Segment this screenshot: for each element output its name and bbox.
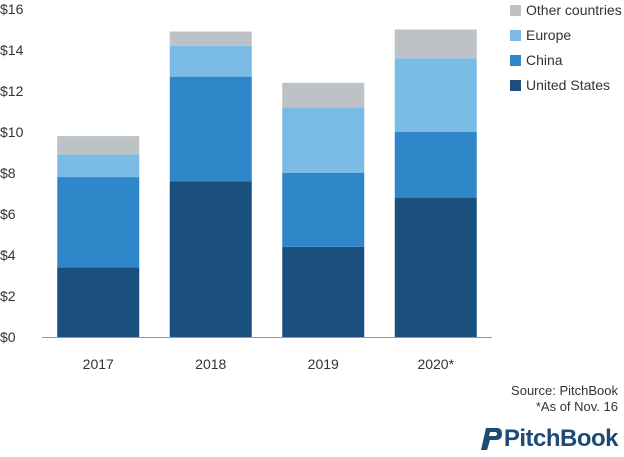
bar-segment-europe — [394, 58, 477, 133]
x-tick-label: 2020* — [417, 356, 454, 372]
pitchbook-logo-icon — [480, 428, 502, 450]
bar-segment-europe — [282, 107, 365, 173]
y-axis: $0 $2 $4 $6 $8 $10 $12 $14 $16 — [0, 1, 24, 345]
bar-segment-united-states — [169, 181, 252, 337]
legend: Other countries Europe China United States — [510, 2, 622, 93]
bar-segment-other-countries — [282, 82, 365, 108]
legend-label: China — [526, 52, 563, 68]
y-tick-label: $14 — [0, 42, 24, 58]
y-tick-label: $6 — [0, 206, 16, 222]
logo-text: PitchBook — [503, 425, 619, 452]
y-tick-label: $16 — [0, 1, 24, 17]
y-tick-label: $4 — [0, 247, 16, 263]
legend-label: Europe — [526, 27, 571, 43]
x-tick-label: 2018 — [195, 356, 226, 372]
bar-segment-united-states — [394, 197, 477, 337]
y-tick-label: $0 — [0, 329, 16, 345]
source-note: Source: PitchBook *As of Nov. 16 — [511, 383, 618, 415]
y-tick-label: $2 — [0, 288, 16, 304]
footnote-text: *As of Nov. 16 — [535, 399, 618, 414]
legend-label: Other countries — [526, 2, 622, 18]
legend-swatch — [510, 55, 521, 66]
legend-swatch — [510, 30, 521, 41]
bar-segment-china — [169, 76, 252, 182]
bars — [57, 29, 477, 337]
legend-swatch — [510, 5, 521, 16]
x-tick-label: 2017 — [83, 356, 114, 372]
legend-label: United States — [526, 77, 610, 93]
bar-segment-other-countries — [169, 31, 252, 46]
y-tick-label: $8 — [0, 165, 16, 181]
bar-segment-united-states — [282, 246, 365, 337]
bar-segment-other-countries — [394, 29, 477, 59]
bar-segment-china — [282, 173, 365, 247]
pitchbook-logo: PitchBook — [480, 425, 619, 453]
x-axis: 2017 2018 2019 2020* — [42, 337, 492, 372]
x-tick-label: 2019 — [308, 356, 339, 372]
legend-swatch — [510, 80, 521, 91]
y-tick-label: $10 — [0, 124, 24, 140]
y-tick-label: $12 — [0, 83, 24, 99]
bar-segment-united-states — [57, 267, 140, 337]
bar-segment-europe — [169, 45, 252, 77]
bar-segment-china — [57, 177, 140, 268]
source-text: Source: PitchBook — [511, 383, 618, 398]
bar-segment-europe — [57, 154, 140, 178]
bar-segment-china — [394, 132, 477, 198]
bar-segment-other-countries — [57, 136, 140, 155]
